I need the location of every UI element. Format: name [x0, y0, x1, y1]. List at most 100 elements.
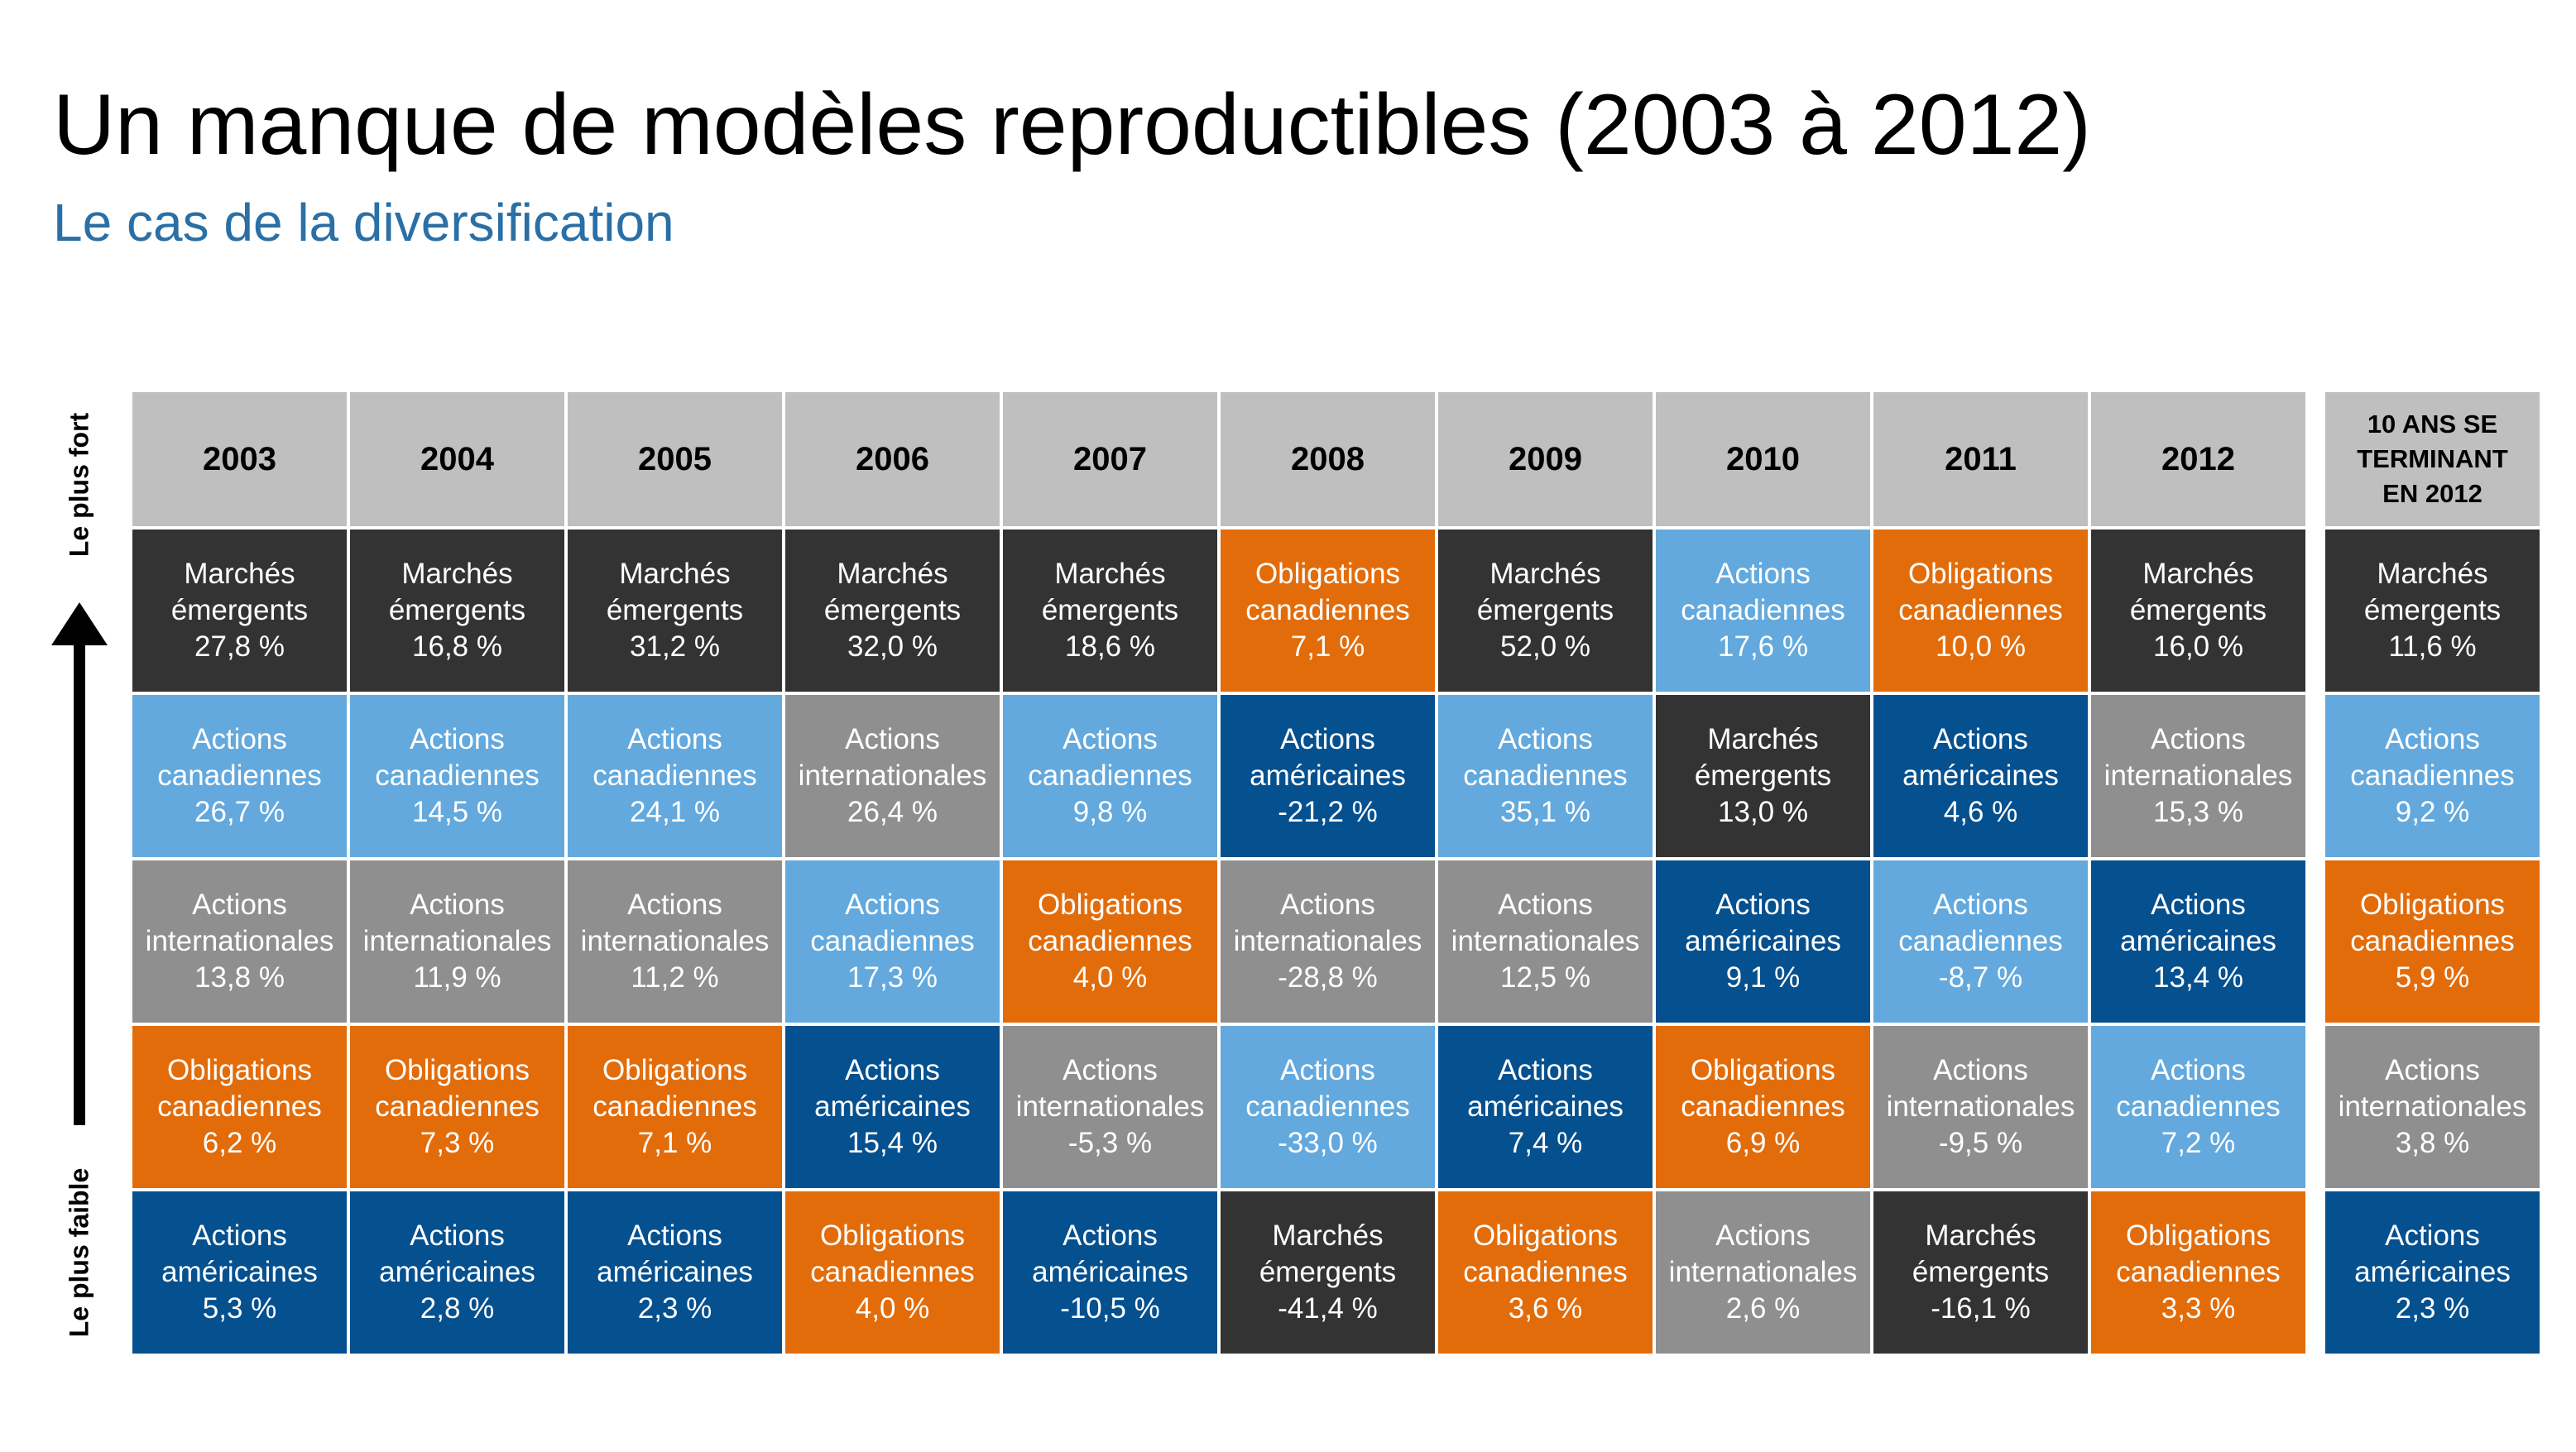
return-value: 2,8 % — [420, 1292, 495, 1325]
cell: Actions internationales 12,5 % — [1438, 860, 1653, 1023]
return-value: 4,0 % — [855, 1292, 930, 1325]
asset-name: Actions internationales — [1451, 889, 1640, 957]
return-value: 9,8 % — [1072, 796, 1148, 828]
cell: Actions internationales 2,6 % — [1656, 1191, 1870, 1354]
cell: Actions canadiennes 17,3 % — [785, 860, 1000, 1023]
asset-name: Obligations canadiennes — [2350, 889, 2515, 957]
return-value: 26,7 % — [194, 796, 285, 828]
return-value: 7,4 % — [1508, 1127, 1583, 1159]
cell: Actions internationales 11,9 % — [350, 860, 564, 1023]
return-value: 5,3 % — [202, 1292, 277, 1325]
return-value: 24,1 % — [630, 796, 720, 828]
return-value: 7,2 % — [2161, 1127, 2236, 1159]
asset-name: Actions canadiennes — [2116, 1054, 2281, 1123]
cell: Actions canadiennes 26,7 % — [132, 695, 347, 857]
return-value: 7,1 % — [637, 1127, 712, 1159]
return-value: -41,4 % — [1278, 1292, 1378, 1325]
asset-name: Marchés émergents — [170, 558, 309, 626]
return-value: 18,6 % — [1065, 630, 1155, 663]
axis-top-label: Le plus fort — [64, 412, 94, 558]
asset-name: Actions américaines — [1902, 723, 2059, 792]
asset-name: Actions internationales — [798, 723, 987, 792]
cell: Marchés émergents 32,0 % — [785, 530, 1000, 692]
asset-name: Obligations canadiennes — [1681, 1054, 1845, 1123]
cell: Obligations canadiennes 3,3 % — [2091, 1191, 2305, 1354]
return-value: 13,4 % — [2153, 961, 2243, 994]
asset-name: Marchés émergents — [1476, 558, 1614, 626]
cell: Actions canadiennes -33,0 % — [1221, 1026, 1435, 1188]
cell: Actions internationales 13,8 % — [132, 860, 347, 1023]
return-value: 9,1 % — [1725, 961, 1801, 994]
asset-name: Obligations canadiennes — [157, 1054, 322, 1123]
asset-name: Actions américaines — [2120, 889, 2276, 957]
return-value: -5,3 % — [1067, 1127, 1153, 1159]
asset-name: Actions américaines — [814, 1054, 971, 1123]
return-value: 14,5 % — [412, 796, 502, 828]
cell: Actions américaines 5,3 % — [132, 1191, 347, 1354]
cell: Actions américaines 4,6 % — [1873, 695, 2088, 857]
asset-name: Actions canadiennes — [157, 723, 322, 792]
asset-name: Actions américaines — [597, 1220, 753, 1288]
return-value: -8,7 % — [1938, 961, 2023, 994]
asset-name: Actions canadiennes — [375, 723, 540, 792]
asset-name: Actions internationales — [2103, 723, 2293, 792]
return-value: 11,2 % — [631, 961, 719, 994]
cell: Actions américaines 13,4 % — [2091, 860, 2305, 1023]
return-value: 2,3 % — [637, 1292, 712, 1325]
asset-name: Actions internationales — [2338, 1054, 2527, 1123]
cell: Marchés émergents 13,0 % — [1656, 695, 1870, 857]
asset-name: Actions américaines — [1467, 1054, 1624, 1123]
column-header: 10 ANS SE TERMINANT EN 2012 — [2325, 392, 2540, 526]
asset-name: Actions américaines — [1685, 889, 1841, 957]
asset-name: Obligations canadiennes — [1463, 1220, 1628, 1288]
cell: Actions canadiennes 9,8 % — [1003, 695, 1217, 857]
return-value: 7,1 % — [1290, 630, 1365, 663]
asset-name: Actions américaines — [1250, 723, 1406, 792]
cell: Actions internationales 26,4 % — [785, 695, 1000, 857]
cell: Obligations canadiennes 10,0 % — [1873, 530, 2088, 692]
column-header: 2007 — [1003, 392, 1217, 526]
return-value: 6,2 % — [202, 1127, 277, 1159]
asset-name: Marchés émergents — [823, 558, 962, 626]
cell: Obligations canadiennes 4,0 % — [785, 1191, 1000, 1354]
return-value: 17,6 % — [1718, 630, 1808, 663]
asset-name: Actions canadiennes — [810, 889, 975, 957]
cell: Obligations canadiennes 4,0 % — [1003, 860, 1217, 1023]
asset-name: Marchés émergents — [2129, 558, 2267, 626]
return-value: 31,2 % — [630, 630, 720, 663]
return-value: -21,2 % — [1278, 796, 1378, 828]
asset-name: Marchés émergents — [1912, 1220, 2050, 1288]
asset-name: Actions internationales — [580, 889, 770, 957]
cell: Actions américaines 15,4 % — [785, 1026, 1000, 1188]
cell: Actions américaines -10,5 % — [1003, 1191, 1217, 1354]
asset-name: Actions internationales — [1015, 1054, 1205, 1123]
cell: Marchés émergents 18,6 % — [1003, 530, 1217, 692]
asset-name: Actions canadiennes — [1681, 558, 1845, 626]
arrow — [51, 602, 108, 1125]
cell: Actions internationales 3,8 % — [2325, 1026, 2540, 1188]
return-value: 12,5 % — [1500, 961, 1590, 994]
column-header: 2009 — [1438, 392, 1653, 526]
asset-name: Actions canadiennes — [1898, 889, 2063, 957]
cell: Actions américaines 2,3 % — [2325, 1191, 2540, 1354]
return-value: 32,0 % — [847, 630, 938, 663]
return-value: 7,3 % — [420, 1127, 495, 1159]
return-value: 3,8 % — [2395, 1127, 2470, 1159]
return-value: 9,2 % — [2395, 796, 2470, 828]
return-value: 35,1 % — [1500, 796, 1590, 828]
return-value: 13,8 % — [194, 961, 285, 994]
return-value: 5,9 % — [2395, 961, 2470, 994]
column-header: 2008 — [1221, 392, 1435, 526]
cell: Actions canadiennes 14,5 % — [350, 695, 564, 857]
title: Un manque de modèles reproductibles (200… — [53, 77, 2091, 173]
column-header: 2012 — [2091, 392, 2305, 526]
return-value: 16,8 % — [412, 630, 502, 663]
asset-name: Actions canadiennes — [1463, 723, 1628, 792]
return-value: -28,8 % — [1278, 961, 1378, 994]
axis-bottom-label: Le plus faible — [64, 1167, 94, 1338]
asset-name: Marchés émergents — [1041, 558, 1179, 626]
column-header: 2003 — [132, 392, 347, 526]
cell: Actions canadiennes 7,2 % — [2091, 1026, 2305, 1188]
column-header: 2010 — [1656, 392, 1870, 526]
